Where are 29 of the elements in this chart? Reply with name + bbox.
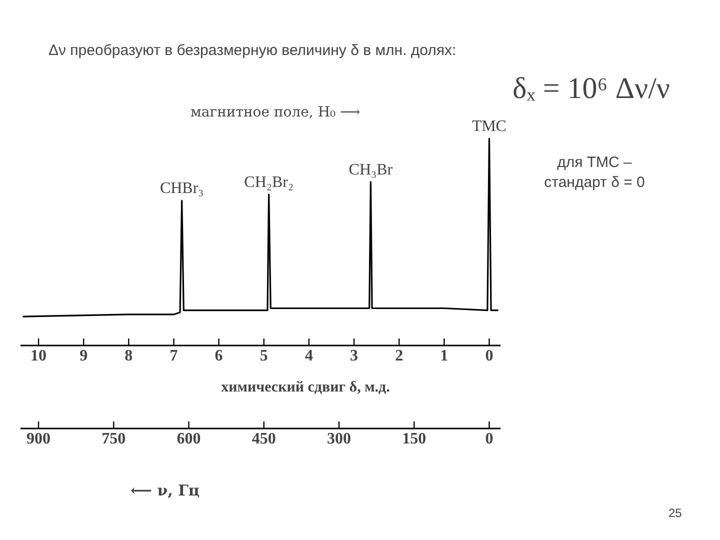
x2-tick-label: 900 <box>26 430 51 448</box>
text: магнитное поле, H₀ ⟶ <box>190 104 360 120</box>
annotation: ТМС <box>472 118 506 135</box>
x-tick-label: 0 <box>485 348 494 364</box>
x2-tick-label: 300 <box>327 430 351 448</box>
x-tick-label: 10 <box>30 348 47 364</box>
text: 25 <box>668 506 682 520</box>
x-tick-label: 6 <box>214 348 223 364</box>
x-tick-label: 2 <box>395 348 404 364</box>
x-tick-label: 9 <box>80 348 88 364</box>
x2-axis-title: ⟵ ν, Гц <box>130 482 200 500</box>
x-tick-label: 5 <box>260 348 268 364</box>
x-axis-title: химический сдвиг δ, м.д. <box>221 380 390 396</box>
x2-tick-label: 150 <box>402 430 426 448</box>
x-tick-label: 3 <box>350 348 358 364</box>
x-tick-label: 7 <box>170 348 178 364</box>
annotation: CH₃Br <box>348 161 394 178</box>
annotation: CHBr₃ <box>160 180 204 198</box>
x2-tick-label: 750 <box>102 430 126 448</box>
annotation: CH₂Br₂ <box>244 174 294 191</box>
x-tick-label: 8 <box>124 348 133 364</box>
x2-tick-label: 0 <box>485 430 494 448</box>
chart-title: Δν преобразуют в безразмерную величину δ в млн. долях: <box>48 42 456 59</box>
text: δₓ = 10⁶ Δν/ν <box>512 72 670 105</box>
x2-tick-label: 450 <box>252 430 276 448</box>
text: для ТМС – стандарт δ = 0 <box>544 154 645 191</box>
x-tick-label: 4 <box>304 348 313 364</box>
x2-tick-label: 600 <box>176 430 201 448</box>
x-tick-label: 1 <box>440 348 448 364</box>
